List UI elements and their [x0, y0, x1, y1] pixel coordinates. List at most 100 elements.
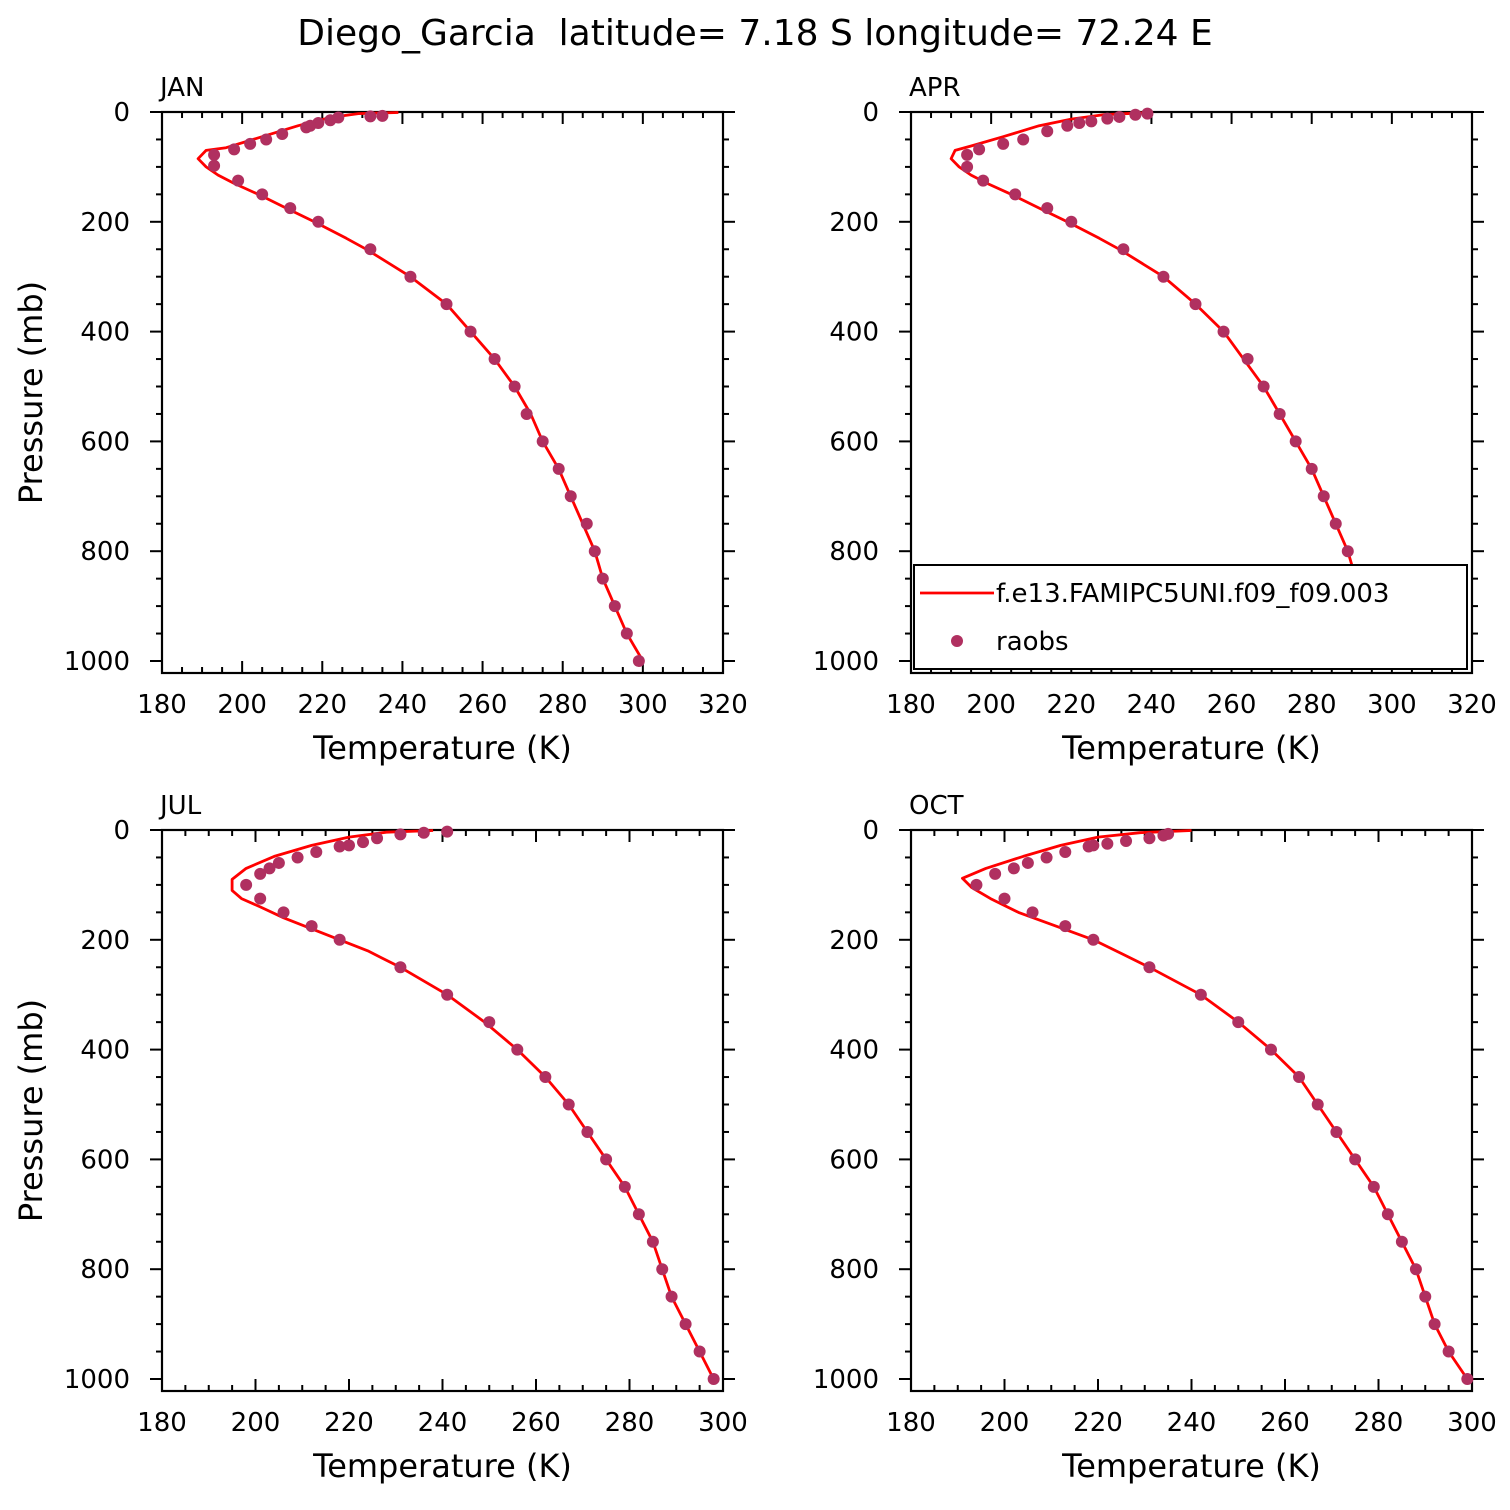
- obs-point: [1082, 840, 1095, 853]
- obs-point: [511, 1043, 524, 1056]
- x-tick-label: 220: [1046, 690, 1096, 720]
- obs-point: [404, 270, 417, 283]
- y-tick-label: 800: [829, 537, 879, 567]
- legend-box: [913, 564, 1468, 670]
- x-tick-label: 200: [980, 1408, 1030, 1438]
- obs-point: [961, 160, 974, 173]
- obs-point: [961, 148, 974, 161]
- obs-point: [364, 243, 377, 256]
- obs-point: [520, 407, 533, 420]
- obs-point: [324, 114, 337, 127]
- obs-point: [1017, 133, 1030, 146]
- obs-point: [1129, 108, 1142, 121]
- x-tick-label: 240: [1127, 690, 1177, 720]
- obs-point: [1232, 1016, 1245, 1029]
- plot-frame: [909, 828, 1474, 1393]
- x-axis-title: Temperature (K): [1061, 729, 1321, 767]
- obs-point: [1305, 462, 1318, 475]
- y-tick-label: 1000: [813, 1365, 879, 1395]
- obs-point: [1026, 906, 1039, 919]
- obs-point: [1367, 1180, 1380, 1193]
- obs-point: [693, 1345, 706, 1358]
- y-tick-label: 200: [80, 208, 130, 238]
- obs-point: [483, 1016, 496, 1029]
- obs-point: [1040, 851, 1053, 864]
- obs-point: [260, 133, 273, 146]
- obs-point: [1442, 1345, 1455, 1358]
- panel-label: OCT: [909, 791, 964, 821]
- obs-point: [240, 878, 253, 891]
- x-tick-label: 280: [538, 690, 588, 720]
- obs-point: [441, 988, 454, 1001]
- panel-jan: JAN 180 200 220 240 260 280 300 320 0 200 400 600 800…: [12, 73, 748, 767]
- obs-point: [562, 1098, 575, 1111]
- obs-point: [312, 215, 325, 228]
- obs-point: [1428, 1318, 1441, 1331]
- obs-point: [973, 143, 986, 156]
- obs-point: [632, 1208, 645, 1221]
- legend-marker-swatch: [951, 635, 963, 647]
- obs-point: [600, 1153, 613, 1166]
- legend-model-label: f.e13.FAMIPC5UNI.f09_f09.003: [996, 579, 1389, 609]
- model-line: [230, 829, 715, 1380]
- obs-point: [1113, 110, 1126, 123]
- y-tick-label: 800: [80, 1255, 130, 1285]
- x-tick-label: 320: [1447, 690, 1497, 720]
- obs-point: [618, 1180, 631, 1193]
- x-tick-label: 200: [231, 1408, 281, 1438]
- obs-point: [656, 1263, 669, 1276]
- obs-point: [310, 845, 323, 858]
- x-tick-label: 300: [1447, 1408, 1497, 1438]
- obs-point: [244, 137, 257, 150]
- y-tick-label: 1000: [64, 1365, 130, 1395]
- obs-point: [580, 517, 593, 530]
- obs-point: [1065, 215, 1078, 228]
- x-tick-label: 180: [886, 1408, 936, 1438]
- x-tick-label: 300: [698, 1408, 748, 1438]
- plot-frame: [160, 828, 725, 1393]
- panel-label: JUL: [158, 791, 202, 821]
- obs-point: [665, 1290, 678, 1303]
- x-tick-label: 300: [618, 690, 668, 720]
- obs-point: [263, 862, 276, 875]
- obs-point: [1101, 837, 1114, 850]
- obs-point: [1085, 115, 1098, 128]
- obs-point: [970, 878, 983, 891]
- obs-point: [1381, 1208, 1394, 1221]
- y-tick-label: 1000: [64, 647, 130, 677]
- x-tick-label: 280: [605, 1408, 655, 1438]
- obs-point: [588, 545, 601, 558]
- obs-point: [371, 832, 384, 845]
- obs-point: [1257, 380, 1270, 393]
- obs-point: [1330, 1125, 1343, 1138]
- panel-apr: APR 180 200 220 240 260 280 300 320 0 200 400 600 800…: [813, 73, 1497, 767]
- obs-point: [1101, 112, 1114, 125]
- obs-point: [1061, 119, 1074, 132]
- obs-point: [256, 188, 269, 201]
- obs-point: [1311, 1098, 1324, 1111]
- x-tick-label: 240: [418, 1408, 468, 1438]
- obs-point: [1007, 862, 1020, 875]
- x-tick-label: 300: [1367, 690, 1417, 720]
- obs-point: [1009, 188, 1022, 201]
- y-axis-title: Pressure (mb): [12, 999, 50, 1222]
- obs-point: [440, 298, 453, 311]
- obs-point: [284, 202, 297, 215]
- y-tick-label: 1000: [813, 647, 879, 677]
- plot-frame: [160, 110, 725, 675]
- obs-point: [1349, 1153, 1362, 1166]
- panel-oct: OCT 180 200 220 240 260 280 300 0 200 400 600 800 100…: [813, 791, 1497, 1485]
- obs-point: [357, 836, 370, 849]
- y-tick-label: 400: [80, 1036, 130, 1066]
- obs-point: [508, 380, 521, 393]
- obs-point: [272, 856, 285, 869]
- obs-point: [277, 906, 290, 919]
- obs-point: [646, 1235, 659, 1248]
- obs-point: [1059, 845, 1072, 858]
- y-tick-label: 200: [80, 926, 130, 956]
- obs-point: [1289, 435, 1302, 448]
- obs-point: [1409, 1263, 1422, 1276]
- x-axis-title: Temperature (K): [312, 729, 572, 767]
- obs-point: [989, 867, 1002, 880]
